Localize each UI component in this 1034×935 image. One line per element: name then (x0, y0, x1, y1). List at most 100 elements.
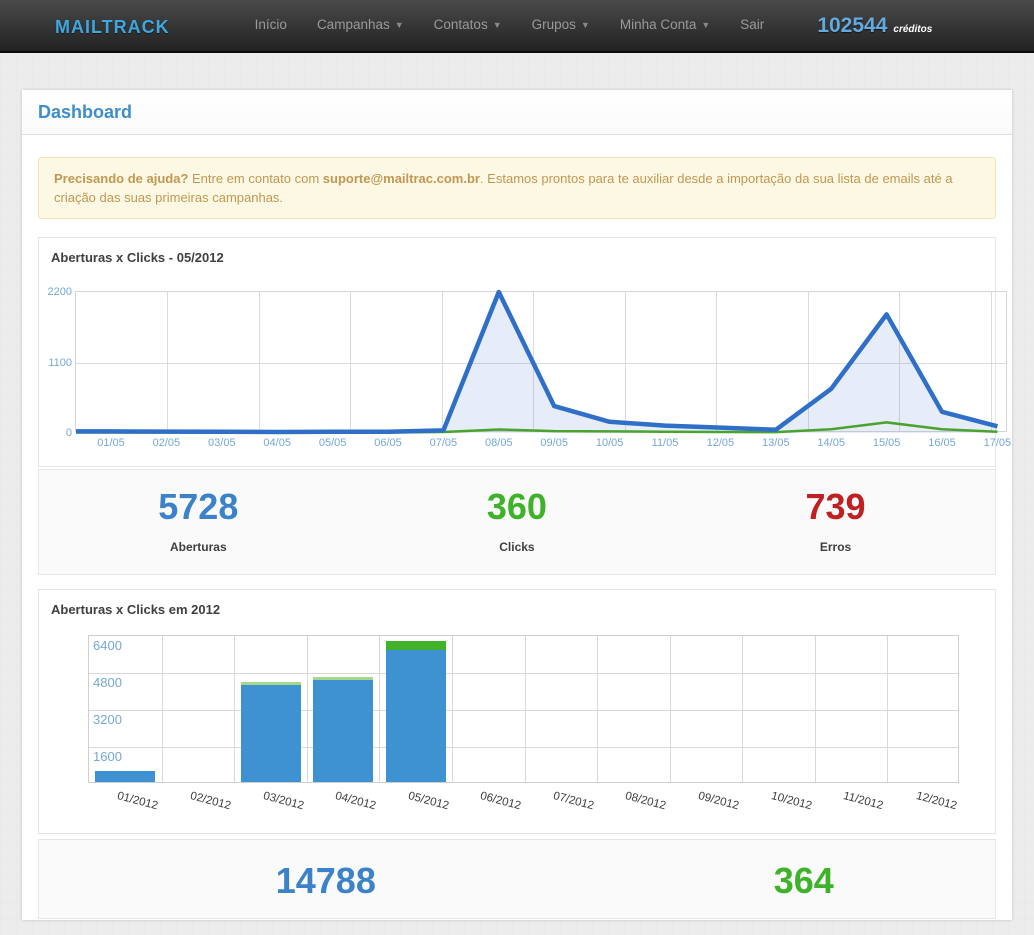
gridline (807, 292, 809, 431)
y-axis-tick: 6400 (93, 638, 122, 653)
nav-item-campanhas: Campanhas ▼ (302, 0, 419, 53)
credits-label: créditos (893, 23, 933, 35)
gridline (624, 292, 626, 431)
mailtrack-logo[interactable]: mailtrack (55, 11, 170, 39)
stat-value: 14788 (275, 860, 376, 901)
gridline (258, 292, 260, 431)
gridline (441, 292, 443, 431)
x-axis-tick: 06/05 (374, 437, 402, 449)
bar-chart-title: Aberturas x Clicks em 2012 (51, 602, 221, 617)
nav-item-inicio: Início (240, 0, 302, 53)
gridline (89, 747, 958, 748)
bar-aberturas-05/2012 (385, 649, 446, 782)
chevron-down-icon: ▼ (580, 20, 590, 30)
aberturas-area-fill (76, 292, 998, 433)
x-axis-tick: 14/05 (817, 437, 845, 449)
gridline (167, 292, 168, 431)
nav-link-contatos[interactable]: Contatos ▼ (433, 17, 502, 32)
nav-link-minha-conta[interactable]: Minha Conta ▼ (619, 17, 711, 32)
x-axis-tick: 01/05 (97, 437, 125, 449)
stat-value: 5728 (158, 486, 239, 527)
chevron-down-icon: ▼ (492, 20, 502, 30)
page-header: Dashboard (22, 90, 1012, 135)
gridline (742, 636, 744, 782)
y-axis-tick: 1100 (48, 356, 72, 369)
main-menu: Início Campanhas ▼ Contatos ▼ Grupos ▼ Minha Co… (240, 0, 780, 53)
gridline (234, 636, 236, 782)
gridline (669, 636, 671, 782)
bar-chart: 1600 3200 4800 6400 01/2012 02/2012 03/2012 04/… (88, 635, 959, 812)
year-stats-row: 14788 364 (38, 839, 996, 919)
stat-value: 360 (486, 486, 547, 527)
bar-aberturas-04/2012 (313, 680, 373, 782)
aberturas-line (76, 289, 998, 435)
x-axis-tick: 16/05 (928, 437, 956, 449)
line-chart-title: Aberturas x Clicks - 05/2012 (51, 250, 224, 265)
x-axis-tick: 03/05 (208, 437, 236, 449)
stat-cell-erros: 739 Erros (676, 470, 995, 574)
nav-item-contatos: Contatos ▼ (419, 0, 517, 53)
stat-value: 364 (773, 860, 834, 901)
line-chart-panel: Aberturas x Clicks - 05/2012 0 1100 2200 01… (38, 237, 1011, 467)
y-axis-tick: 0 (65, 427, 72, 439)
nav-link-grupos[interactable]: Grupos ▼ (531, 17, 590, 32)
gridline (899, 292, 900, 431)
month-stats-row: 5728 Aberturas 360 Clicks 739 Erros (38, 469, 996, 575)
stat-cell-total: 14788 (39, 844, 613, 918)
gridline (887, 636, 889, 782)
x-axis-tick: 17/05 (983, 437, 1012, 449)
gridline (597, 636, 599, 782)
nav-link-inicio[interactable]: Início (254, 17, 287, 32)
help-banner-intro: Precisando de ajuda? (54, 171, 189, 186)
gridline (161, 636, 163, 782)
line-chart: 0 1100 2200 01/05 02/05 03/05 04/05 05/05 06/05 0… (48, 286, 1012, 449)
gridline (716, 292, 717, 431)
gridline (76, 362, 1006, 364)
chevron-down-icon: ▼ (701, 20, 711, 30)
nav-link-campanhas[interactable]: Campanhas ▼ (316, 17, 404, 32)
help-banner-text2: . Estamos prontos para te auxiliar desde… (54, 171, 953, 205)
nav-item-grupos: Grupos ▼ (517, 0, 605, 53)
top-navbar: mailtrack Início Campanhas ▼ Contatos ▼ Grupo… (0, 0, 1034, 53)
chevron-down-icon: ▼ (394, 20, 404, 30)
y-axis-tick: 2200 (47, 286, 72, 298)
stat-label: Aberturas (169, 540, 227, 554)
main-container: Dashboard Precisando de ajuda? Entre em … (22, 90, 1012, 920)
x-axis-tick: 15/05 (872, 437, 901, 449)
nav-link-sair[interactable]: Sair (740, 17, 765, 32)
bar-aberturas-01/2012 (95, 771, 156, 782)
nav-item-sair: Sair (725, 0, 779, 53)
x-axis-tick: 04/05 (263, 437, 291, 449)
bar-clicks-03/2012 (240, 681, 301, 685)
stat-label: Clicks (499, 540, 535, 554)
support-email: suporte@mailtrac.com.br (322, 171, 480, 186)
page-content: Precisando de ajuda? Entre em contato co… (22, 135, 1012, 935)
gridline (350, 292, 351, 431)
line-chart-canvas (76, 289, 998, 435)
stat-value: 739 (805, 486, 866, 527)
gridline (89, 710, 958, 711)
stat-cell-clicks: 360 Clicks (358, 470, 677, 574)
stat-cell-aberturas: 5728 Aberturas (39, 470, 358, 574)
nav-item-minha-conta: Minha Conta ▼ (605, 0, 725, 53)
gridline (89, 673, 958, 674)
gridline (451, 636, 453, 782)
help-banner: Precisando de ajuda? Entre em contato co… (38, 157, 996, 219)
x-axis-tick: 02/05 (152, 437, 181, 449)
page-title: Dashboard (38, 101, 133, 122)
x-axis-tick: 07/05 (429, 437, 458, 449)
x-axis-tick: 08/05 (485, 437, 513, 449)
bar-clicks-04/2012 (313, 677, 373, 681)
credits-display: 102544 créditos (817, 14, 932, 38)
gridline (306, 636, 308, 782)
stat-label: Erros (819, 540, 852, 554)
x-axis-tick: 05/05 (318, 437, 347, 449)
gridline (814, 636, 816, 782)
credits-value: 102544 (817, 13, 888, 37)
stat-cell-total: 364 (613, 844, 995, 918)
bar-chart-panel: Aberturas x Clicks em 2012 1600 3200 4800 6… (38, 589, 996, 834)
x-axis-tick: 13/05 (762, 437, 790, 449)
x-axis-tick: 10/05 (595, 437, 624, 449)
x-axis-tick: 11/05 (651, 437, 679, 449)
y-axis-tick: 1600 (93, 749, 122, 764)
